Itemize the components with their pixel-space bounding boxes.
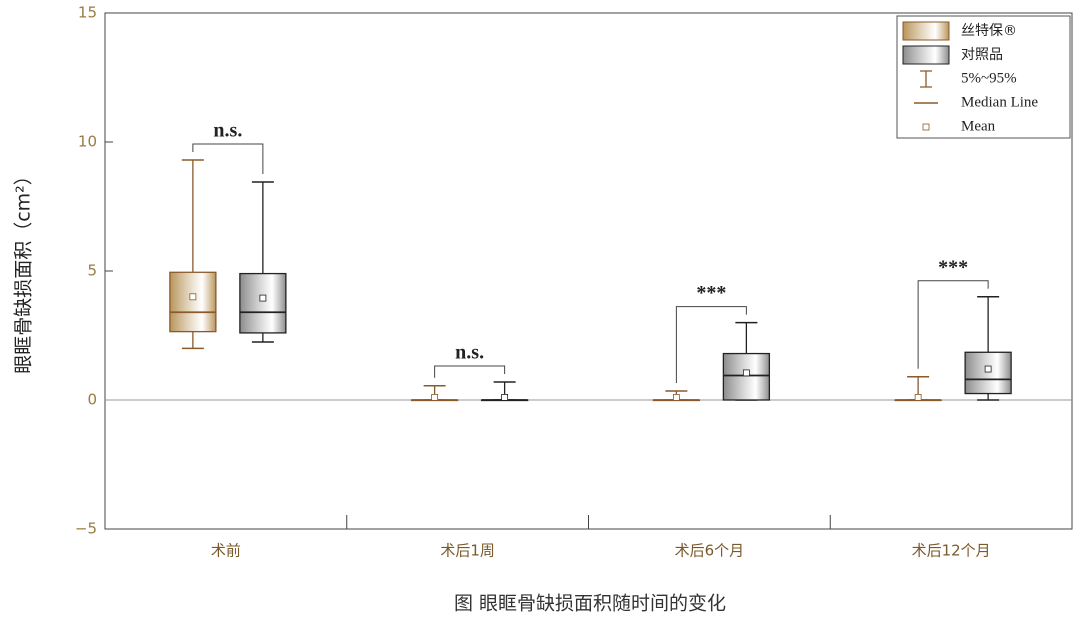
box [169,271,217,333]
significance-bracket [917,280,989,369]
x-tick-label: 术前 [211,542,241,560]
x-tick-label: 术后12个月 [912,542,991,560]
mean [914,394,922,401]
legend-whisker-icon [920,70,932,88]
mean [742,369,750,377]
significance-label: n.s. [213,120,242,142]
box [964,351,1012,395]
y-tick-label: 10 [78,133,97,151]
mean [431,394,439,401]
legend-label: 对照品 [961,47,1003,63]
legend-label: Mean [961,118,996,134]
significance-label: *** [938,256,968,278]
box [722,352,771,401]
legend-label: 5%~95% [961,70,1017,86]
y-tick-label: 5 [87,262,97,280]
y-tick-label: −5 [75,520,97,538]
x-tick-label: 术后6个月 [675,542,745,560]
significance-bracket [675,306,747,383]
x-tick-label: 术后1周 [440,542,495,560]
significance-label: n.s. [455,342,484,364]
mean [672,394,680,401]
significance-bracket [434,365,506,378]
mean [259,294,267,302]
legend-swatch [902,21,950,41]
legend-label: Median Line [961,94,1038,110]
caption: 图 眼眶骨缺损面积随时间的变化 [454,593,726,615]
y-axis-label: 眼眶骨缺损面积（cm²） [13,166,35,374]
legend-label: 丝特保® [961,23,1017,39]
legend-mean-icon [922,123,930,131]
legend-swatch [902,45,950,65]
box [239,272,287,334]
mean [189,293,197,301]
significance-label: *** [696,282,726,304]
significance-bracket [192,143,264,174]
y-tick-label: 15 [78,4,97,22]
mean [984,365,992,373]
y-tick-label: 0 [87,391,97,409]
mean [501,394,509,401]
